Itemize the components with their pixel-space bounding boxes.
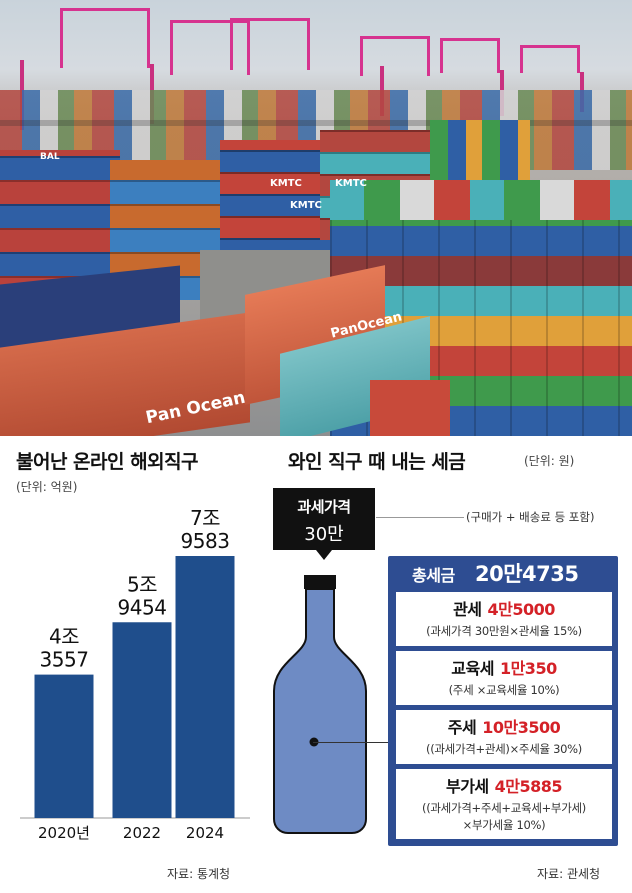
price-note: (구매가 + 배송료 등 포함)	[466, 510, 595, 524]
price-tag-value: 30만	[304, 524, 344, 545]
container-label: KMTC	[270, 178, 302, 189]
price-tag: 과세가격 30만	[273, 488, 375, 560]
tax-card-education: 교육세 1만350 (주세 ×교육세율 10%)	[396, 651, 612, 705]
gantry-crane	[60, 8, 150, 68]
bar-value-label: 9583	[181, 529, 230, 553]
container-port-photo: Pan Ocean PanOcean KMTC KMTC KMTC BAL	[0, 0, 632, 436]
gantry-crane	[520, 45, 580, 73]
bar-2022	[112, 622, 172, 818]
tax-formula: (과세가격 30만원×관세율 15%)	[426, 624, 582, 638]
tax-amount: 4만5885	[494, 777, 563, 796]
wine-bottle-icon	[273, 575, 367, 834]
tax-amount: 1만350	[499, 659, 557, 678]
tax-title: 와인 직구 때 내는 세금	[288, 451, 466, 473]
container-label: BAL	[40, 152, 60, 162]
chart-title: 불어난 온라인 해외직구	[16, 451, 199, 473]
tax-formula: ((과세가격+주세+교육세+부가세)	[422, 801, 586, 815]
total-tax-value: 20만4735	[475, 562, 579, 586]
bar-value-label: 3557	[40, 648, 89, 672]
gantry-crane	[360, 36, 430, 76]
tax-formula: ((과세가격+관세)×주세율 30%)	[426, 742, 582, 756]
bar-value-label: 4조	[49, 625, 79, 649]
price-note-leader	[376, 517, 464, 518]
chart-source: 자료: 통계청	[167, 867, 231, 881]
tax-formula: ×부가세율 10%)	[462, 818, 546, 832]
tax-unit: (단위: 원)	[524, 454, 575, 468]
tax-amount: 10만3500	[482, 718, 561, 737]
gantry-crane	[440, 38, 500, 73]
container-label: KMTC	[290, 200, 322, 211]
tax-amount: 4만5000	[487, 600, 556, 619]
bar-value-label: 5조	[127, 572, 157, 596]
container-label: KMTC	[335, 178, 367, 189]
bar-2020년	[34, 674, 94, 818]
tax-formula: (주세 ×교육세율 10%)	[448, 683, 560, 697]
gantry-crane	[230, 18, 310, 70]
gantry-crane	[170, 20, 250, 75]
tax-card-liquor: 주세 10만3500 ((과세가격+관세)×주세율 30%)	[396, 710, 612, 764]
bar-value-label: 9454	[118, 595, 167, 619]
x-tick-label: 2020년	[38, 824, 90, 842]
tax-name: 교육세	[451, 659, 494, 678]
tax-source: 자료: 관세청	[537, 867, 601, 881]
x-tick-label: 2022	[123, 824, 161, 842]
price-tag-label: 과세가격	[297, 498, 351, 516]
chart-unit: (단위: 억원)	[16, 480, 78, 494]
tax-card-customs: 관세 4만5000 (과세가격 30만원×관세율 15%)	[396, 592, 612, 646]
x-tick-label: 2024	[186, 824, 224, 842]
bottle-connector-line	[313, 742, 395, 743]
tax-card-vat: 부가세 4만5885 ((과세가격+주세+교육세+부가세) ×부가세율 10%)	[396, 769, 612, 839]
bar-2024	[175, 556, 235, 818]
tax-name: 부가세	[445, 777, 489, 796]
tax-name: 주세	[447, 718, 477, 737]
tax-name: 관세	[453, 600, 482, 619]
bar-value-label: 7조	[190, 506, 220, 530]
total-tax-label: 총세금	[412, 566, 455, 585]
